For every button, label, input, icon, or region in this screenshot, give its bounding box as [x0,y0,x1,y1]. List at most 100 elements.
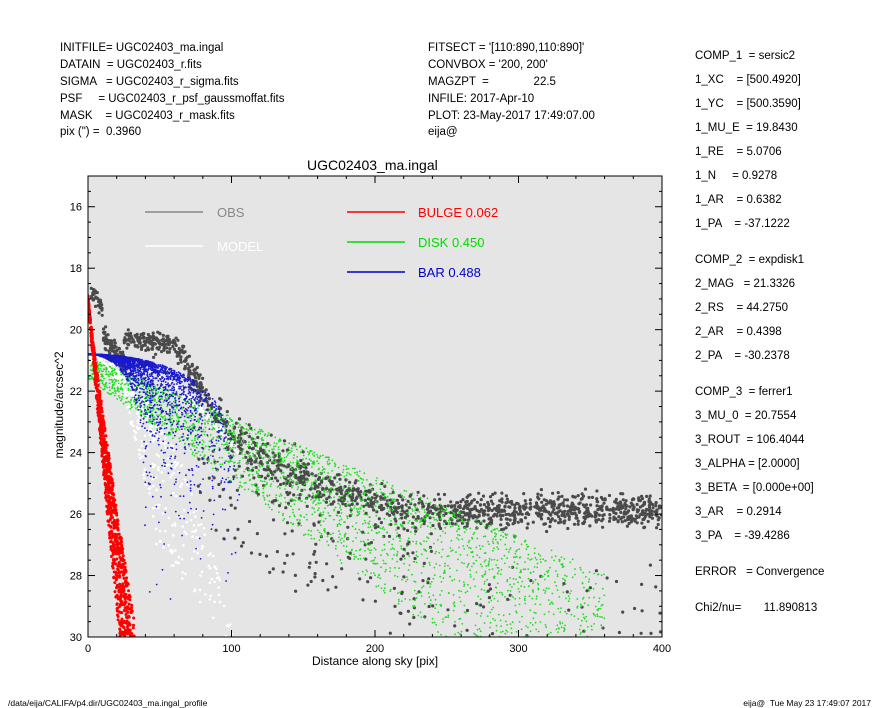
obs-point [635,502,639,507]
disk-point [386,552,388,555]
disk-point [439,594,441,596]
obs-point [489,499,493,503]
obs-point [249,551,254,555]
disk-point [188,445,191,447]
disk-point [114,371,116,374]
obs-point [185,355,189,359]
obs-point [336,510,340,514]
obs-point [536,506,540,510]
obs-point [434,508,438,512]
model-point [151,506,155,510]
model-point [140,444,144,448]
disk-point [467,583,469,586]
obs-point [599,495,604,500]
disk-point [515,567,518,569]
disk-point [547,569,550,572]
obs-point [142,340,146,344]
disk-point [365,500,368,503]
obs-point [648,563,653,567]
disk-point [244,468,247,470]
disk-point [318,502,320,505]
disk-point [349,487,352,489]
disk-point [495,629,498,632]
disk-point [548,611,550,613]
model-point [139,456,142,460]
model-point [193,589,196,593]
obs-point [514,510,518,514]
disk-point [529,630,532,633]
disk-point [494,532,496,535]
obs-point [559,502,563,506]
disk-point [256,462,259,465]
model-point [208,567,212,570]
disk-point [201,451,204,453]
disk-point [289,465,292,467]
obs-point [483,509,487,513]
disk-point [221,463,224,465]
disk-point [104,387,106,390]
obs-point [126,342,130,346]
model-point [157,466,160,469]
disk-point [184,425,186,428]
disk-point [320,484,323,487]
disk-point [320,494,323,496]
model-point [149,428,152,431]
disk-point [329,477,331,480]
param-line: 2_AR = 0.4398 [695,326,782,338]
obs-point [100,313,104,317]
disk-point [399,523,402,526]
model-point [128,411,131,414]
disk-point [263,497,266,499]
disk-point [229,447,232,449]
obs-point [506,597,510,602]
disk-point [524,602,527,605]
disk-point [320,486,323,489]
disk-point [321,466,324,468]
disk-point [444,526,447,529]
disk-point [549,566,551,569]
disk-point [282,461,285,463]
disk-point [295,469,297,472]
obs-point [616,505,620,509]
obs-point [458,504,462,508]
disk-point [452,525,454,527]
disk-point [411,499,413,501]
model-point [141,455,144,458]
obs-point [423,615,427,619]
disk-point [268,506,271,509]
obs-point [271,567,275,571]
disk-point [350,511,352,513]
disk-point [232,437,234,440]
obs-point [597,513,602,517]
obs-point [577,510,581,514]
model-point [214,424,218,428]
obs-point [282,464,286,468]
disk-point [303,483,306,485]
obs-point [161,337,165,341]
obs-point [624,506,628,511]
obs-point [462,510,466,515]
disk-point [490,559,493,561]
obs-point [207,476,211,480]
obs-point [277,504,282,508]
disk-point [243,470,246,473]
obs-point [457,514,461,518]
disk-point [489,611,492,614]
disk-point [532,589,534,591]
disk-point [242,442,245,445]
obs-point [619,510,623,514]
disk-point [268,449,270,452]
disk-point [311,482,313,484]
disk-point [279,456,282,458]
disk-point [426,497,429,500]
disk-point [425,540,428,543]
disk-point [112,372,114,375]
disk-point [487,564,490,567]
obs-point [481,605,486,609]
disk-point [491,608,493,611]
disk-point [264,443,266,446]
disk-point [456,530,458,533]
obs-point [590,514,594,518]
disk-point [507,589,509,592]
model-point [172,491,175,495]
